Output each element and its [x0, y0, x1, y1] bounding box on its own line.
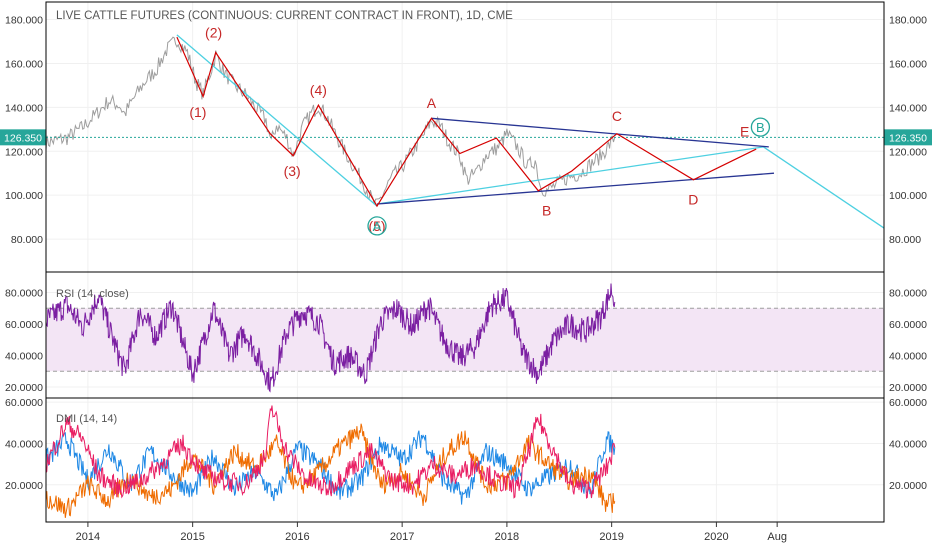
rsi-indicator-name: RSI (14, close)	[56, 288, 129, 300]
current-price-label-left: 126.350	[4, 132, 42, 144]
rsi-y-tick-label-left: 40.0000	[5, 350, 43, 362]
rsi-panel	[45, 283, 884, 393]
wave-label: (2)	[205, 25, 222, 41]
x-tick-label: 2020	[704, 531, 728, 543]
axes-layer: 2014 2015 2016 2017 2018 2019 2020 Aug 80.000 80.…	[5, 1, 927, 543]
dmi-y-tick-label-left: 60.0000	[5, 397, 43, 409]
price-y-tick-label-left: 160.000	[5, 58, 43, 70]
price-y-tick-label-right: 80.000	[889, 234, 921, 246]
x-tick-label: 2014	[76, 531, 100, 543]
x-tick-label: 2018	[495, 531, 519, 543]
price-y-tick-label-left: 140.000	[5, 102, 43, 114]
dmi-y-tick-label-left: 40.0000	[5, 438, 43, 450]
price-series	[45, 36, 616, 205]
dmi-y-tick-label-right: 20.0000	[889, 480, 927, 492]
dmi-panel	[45, 405, 616, 518]
price-y-tick-label-left: 100.000	[5, 190, 43, 202]
x-tick-label: 2016	[285, 531, 309, 543]
projection-line	[763, 146, 885, 229]
trend-line	[376, 172, 775, 205]
trend-line	[431, 117, 769, 148]
price-y-tick-label-left: 180.000	[5, 15, 43, 27]
price-y-tick-label-left: 80.000	[11, 234, 43, 246]
price-y-tick-label-right: 180.000	[889, 15, 927, 27]
projection-line	[176, 34, 378, 207]
wave-label: (4)	[310, 82, 327, 98]
dmi-indicator-name: DMI (14, 14)	[56, 413, 117, 425]
wave-label: D	[688, 192, 698, 208]
rsi-y-tick-label-left: 80.0000	[5, 287, 43, 299]
wave-label: A	[427, 95, 437, 111]
dmi-y-tick-label-left: 20.0000	[5, 480, 43, 492]
x-tick-label: 2017	[390, 531, 414, 543]
wave-circle-marker	[750, 117, 771, 137]
wave-circle-marker	[367, 216, 387, 236]
current-price-tag-right	[884, 129, 932, 146]
dmi-y-tick-label-right: 40.0000	[889, 438, 927, 450]
price-y-tick-label-left: 120.000	[5, 146, 43, 158]
x-tick-label: 2019	[599, 531, 623, 543]
price-y-tick-label-right: 120.000	[889, 146, 927, 158]
elliott-wave-path	[176, 36, 757, 208]
current-price-label-right: 126.350	[889, 132, 927, 144]
current-price-tag-left	[0, 129, 46, 146]
rsi-y-tick-label-right: 80.0000	[889, 287, 927, 299]
wave-label: (1)	[189, 104, 206, 120]
price-y-tick-label-right: 100.000	[889, 190, 927, 202]
wave-label: (3)	[284, 163, 301, 179]
wave-circle-label: B	[756, 120, 765, 135]
rsi-y-tick-label-left: 20.0000	[5, 382, 43, 394]
price-y-tick-label-right: 140.000	[889, 102, 927, 114]
plot-frame	[45, 1, 885, 523]
projection-line	[376, 146, 764, 205]
dmi-series-adx	[45, 405, 616, 499]
x-tick-label: 2015	[180, 531, 204, 543]
wave-label: B	[542, 203, 551, 219]
wave-circle-label: A	[373, 219, 382, 234]
rsi-series	[45, 283, 616, 393]
wave-label: E	[740, 124, 749, 140]
wave-label: C	[612, 108, 622, 124]
dmi-y-tick-label-right: 60.0000	[889, 397, 927, 409]
rsi-y-tick-label-right: 40.0000	[889, 350, 927, 362]
chart-title: LIVE CATTLE FUTURES (CONTINUOUS: CURRENT…	[56, 10, 513, 22]
price-y-tick-label-right: 160.000	[889, 58, 927, 70]
rsi-y-tick-label-right: 20.0000	[889, 382, 927, 394]
x-tick-label: Aug	[767, 531, 787, 543]
dmi-series-minus	[45, 423, 616, 518]
rsi-y-tick-label-left: 60.0000	[5, 319, 43, 331]
wave-label: (5)	[368, 218, 385, 234]
grid-layer	[46, 2, 884, 522]
rsi-y-tick-label-right: 60.0000	[889, 319, 927, 331]
